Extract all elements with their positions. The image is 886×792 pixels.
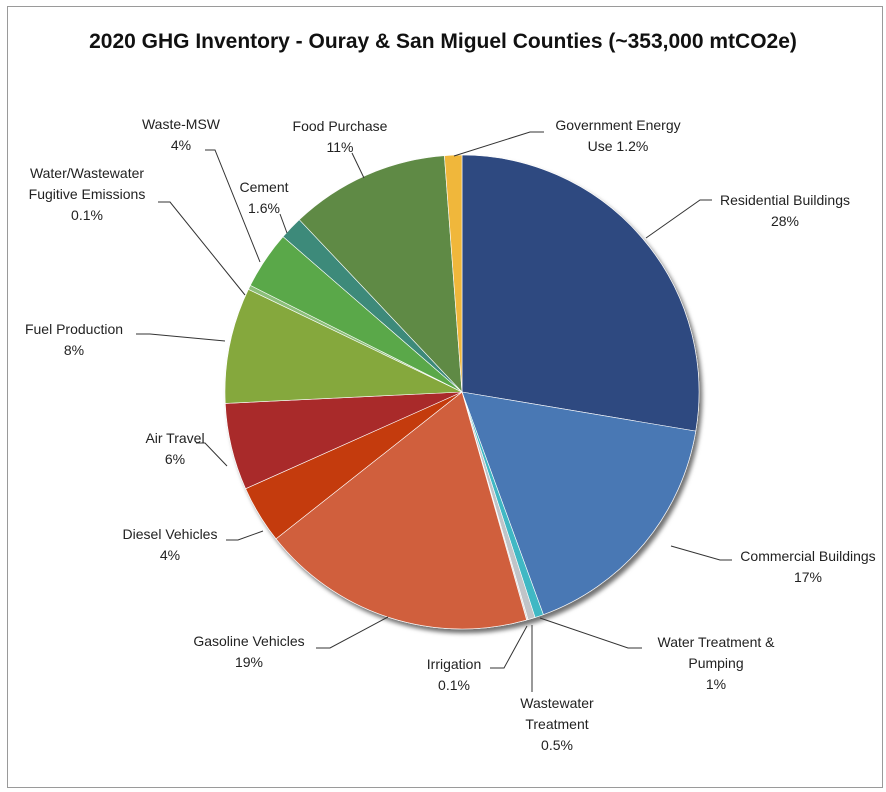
leader-line-commercial-buildings (670, 545, 732, 561)
slice-label-commercial-buildings: Commercial Buildings 17% (740, 548, 875, 585)
leader-line-water-wastewater-fugitive-emissions (158, 201, 246, 296)
slice-value-label: 8% (64, 342, 84, 358)
slice-label-line: Air Travel (145, 430, 204, 446)
slice-label-line: Water Treatment & (658, 634, 776, 650)
leader-line-food-purchase (351, 152, 365, 179)
slice-value-label: 17% (794, 569, 822, 585)
slice-label-residential-buildings: Residential Buildings 28% (720, 192, 850, 229)
leader-line-gasoline-vehicles (316, 616, 389, 649)
leader-line-cement (279, 213, 288, 234)
slice-label-line: Cement (239, 179, 288, 195)
slice-label-fuel-production: Fuel Production 8% (25, 321, 123, 358)
slice-label-line: Commercial Buildings (740, 548, 875, 564)
pie-slice-fuel-production (224, 288, 463, 404)
leader-line-fuel-production (136, 333, 226, 342)
slice-label-line: Food Purchase (293, 118, 388, 134)
slice-label-line: Gasoline Vehicles (193, 633, 304, 649)
slice-value-label: 4% (160, 547, 180, 563)
slice-label-line: Irrigation (427, 656, 481, 672)
leader-line-waste-msw (205, 149, 261, 263)
slice-label-line: Pumping (688, 655, 743, 671)
slice-value-label: 1% (706, 676, 726, 692)
slice-label-line: Fugitive Emissions (29, 186, 146, 202)
slice-value-label: 6% (165, 451, 185, 467)
slice-label-irrigation: Irrigation 0.1% (427, 656, 481, 693)
pie-slice-food-purchase (298, 155, 463, 393)
slice-label-line: Water/Wastewater (30, 165, 144, 181)
slice-label-line: Government Energy (555, 117, 680, 133)
slice-label-line: Diesel Vehicles (123, 526, 218, 542)
pie-slice-residential-buildings (461, 154, 700, 432)
slice-label-wastewater-treatment: Wastewater Treatment 0.5% (520, 695, 594, 753)
pie-slice-government-energy-use-1-2 (444, 154, 463, 393)
slice-value-label: 0.5% (541, 737, 573, 753)
slice-label-line: Residential Buildings (720, 192, 850, 208)
slice-label-government-energy-use-1-2: Government Energy Use 1.2% (555, 117, 680, 154)
chart-title: 2020 GHG Inventory - Ouray & San Miguel … (89, 30, 797, 53)
slice-value-label: 0.1% (438, 677, 470, 693)
slice-label-diesel-vehicles: Diesel Vehicles 4% (123, 526, 218, 563)
slice-value-label: 28% (771, 213, 799, 229)
slice-value-label: 11% (327, 139, 354, 155)
slice-label-air-travel: Air Travel 6% (145, 430, 204, 467)
leader-line-air-travel (196, 442, 228, 467)
slice-label-line: Wastewater (520, 695, 594, 711)
leader-line-diesel-vehicles (226, 530, 264, 541)
slice-label-line: Fuel Production (25, 321, 123, 337)
leader-line-residential-buildings (645, 199, 712, 239)
slice-label-cement: Cement 1.6% (239, 179, 288, 216)
slice-label-water-treatment-pumping: Water Treatment & Pumping 1% (658, 634, 776, 692)
slice-label-food-purchase: Food Purchase 11% (293, 118, 388, 155)
slice-label-waste-msw: Waste-MSW 4% (142, 116, 221, 153)
pie-slice-commercial-buildings (461, 391, 697, 615)
leader-line-irrigation (490, 625, 528, 669)
slice-value-label: 0.1% (71, 207, 103, 223)
slice-label-gasoline-vehicles: Gasoline Vehicles 19% (193, 633, 304, 670)
slice-label-line: Waste-MSW (142, 116, 221, 132)
slice-value-label: 1.6% (248, 200, 280, 216)
slice-value-label: 4% (171, 137, 191, 153)
leader-line-water-treatment-pumping (539, 617, 642, 649)
slice-label-water-wastewater-fugitive-emissions: Water/Wastewater Fugitive Emissions 0.1% (29, 165, 146, 223)
pie-slice-gasoline-vehicles (275, 391, 527, 630)
leader-line-government-energy-use-1-2 (453, 131, 544, 157)
slice-label-line: Use 1.2% (588, 138, 649, 154)
slice-value-label: 19% (235, 654, 263, 670)
slice-label-line: Treatment (525, 716, 588, 732)
